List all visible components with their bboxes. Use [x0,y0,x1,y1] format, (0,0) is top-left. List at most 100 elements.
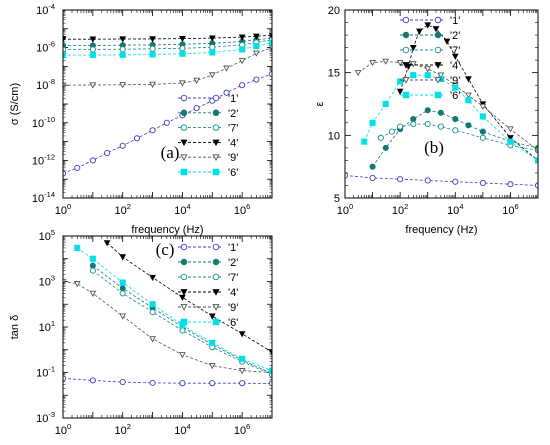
y-tick-label: 10-3 [36,410,55,425]
legend-entry: '6' [178,317,238,329]
data-point [163,119,170,126]
legend-marker [434,62,442,69]
data-point [382,58,390,65]
data-point [149,127,156,134]
legend-marker [402,77,410,84]
legend-label: '4' [450,60,460,72]
series-7 [377,121,538,154]
data-point [149,274,156,282]
data-point [268,32,272,39]
x-tick-label: 106 [234,422,250,437]
data-point [451,53,459,60]
panel-a: 100 102 104 106 10-14 10-12 10-10 10-8 10-6 10-4 f… [9,2,273,236]
data-point [179,294,186,301]
legend-marker [180,139,188,147]
data-point [179,352,186,359]
legend-entry: '9' [400,75,460,87]
plot-frame [62,9,273,199]
y-tick-label: 105 [39,228,55,243]
plot-area [345,22,538,189]
legend-marker [180,304,188,311]
data-point [209,44,216,51]
data-point [89,262,96,269]
legend-marker [180,94,188,102]
data-point [369,174,376,181]
data-point [104,149,111,156]
legend-marker [212,304,220,311]
legend-entry: '1' [178,93,238,105]
data-point [238,331,246,338]
data-point [534,147,538,154]
data-point [437,72,445,79]
data-point [209,380,216,387]
series-9 [63,278,272,377]
data-point [432,26,440,33]
data-point [119,313,127,320]
data-point [354,70,362,77]
legend-entry: '1' [178,242,238,254]
data-point [179,35,186,43]
x-tick-label: 104 [174,202,190,217]
legend-label: '7' [228,272,238,284]
data-point [396,88,404,96]
y-tick-label: 10-4 [36,2,55,17]
data-point [179,380,186,387]
panel-label: (c) [156,240,175,259]
legend-marker [180,318,188,326]
data-point [507,126,514,133]
data-point [63,278,67,286]
legend-marker [180,289,188,296]
panel-label: (a) [161,143,180,162]
data-point [239,82,246,89]
legend-label: '1' [450,15,460,27]
series-6-line [363,74,538,161]
data-point [437,123,444,130]
y-tick-label: 103 [39,274,55,289]
data-point [452,115,459,123]
data-point [253,33,260,40]
x-tick-label: 100 [337,202,353,217]
data-point [119,36,127,43]
series-6 [361,72,538,164]
data-point [119,254,127,261]
legend-marker [212,168,220,176]
data-point [119,51,126,58]
legend-entry: '4' [178,287,238,299]
legend-marker [212,318,220,326]
data-point [208,313,216,320]
data-point [479,128,486,135]
legend-label: '9' [450,75,460,87]
data-point [397,78,404,85]
y-axis-title: ε [314,101,326,106]
data-point [410,72,417,79]
legend: '1' '2' '7' '4' '9' '6' [178,93,238,179]
data-point [179,45,186,52]
data-point [424,121,431,128]
series-4-line [106,242,272,353]
data-point [238,368,246,375]
x-axis-title: frequency (Hz) [405,224,477,236]
series-9-line [357,60,538,151]
legend-entry: '7' [178,272,238,284]
y-tick-label: 10-8 [36,77,55,92]
data-point [465,97,472,104]
data-point [369,59,376,67]
data-point [443,38,451,45]
data-point [465,76,472,83]
data-point [208,35,216,42]
y-axis-title: σ (S/cm) [9,83,21,125]
data-point [89,46,96,53]
legend-marker [180,154,188,161]
data-point [223,89,230,96]
x-tick-label: 102 [115,422,131,437]
legend-label: '7' [450,45,460,57]
legend-entry: '4' [178,137,238,149]
legend-marker [212,139,220,147]
y-tick-label: 10-1 [36,365,55,380]
data-point [149,379,156,386]
legend-label: '9' [228,152,238,164]
x-tick-label: 106 [502,202,518,217]
legend-entry: '7' [178,123,238,135]
x-tick-label: 102 [392,202,408,217]
legend-entry: '6' [400,90,460,102]
